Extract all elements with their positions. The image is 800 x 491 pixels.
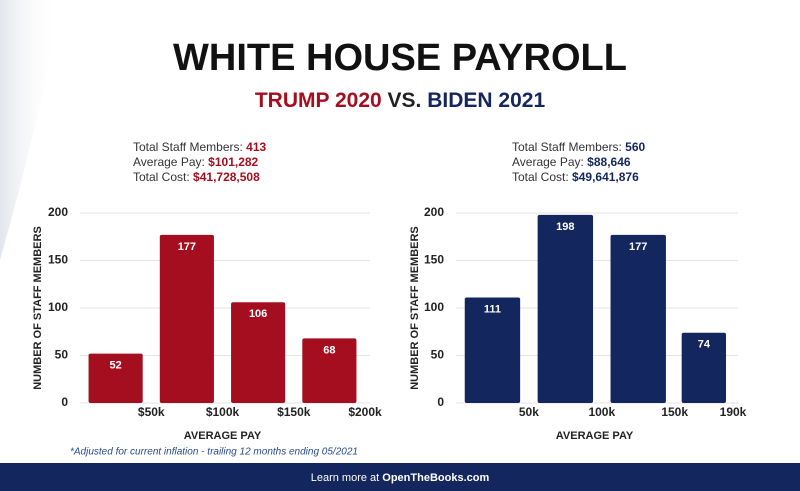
x-tick-label: $100k bbox=[206, 405, 240, 419]
bar bbox=[610, 234, 666, 403]
stat-label: Average Pay: bbox=[133, 155, 205, 169]
bar bbox=[302, 338, 357, 403]
stat-value: $101,282 bbox=[208, 155, 258, 169]
stat-line: Total Staff Members: 413 bbox=[133, 140, 267, 154]
y-tick-label: 0 bbox=[61, 395, 68, 409]
stat-value: 413 bbox=[246, 140, 266, 154]
value-label: 111 bbox=[484, 303, 501, 315]
y-axis-label: NUMBER OF STAFF MEMBERS bbox=[409, 226, 421, 390]
stat-label: Total Cost: bbox=[512, 170, 569, 184]
x-tick-label: $150k bbox=[277, 405, 311, 419]
y-tick-label: 200 bbox=[48, 205, 68, 219]
footer-label: Learn more at bbox=[311, 472, 379, 484]
bar bbox=[681, 332, 727, 403]
footer-text[interactable]: Learn more at OpenTheBooks.com bbox=[311, 472, 490, 484]
bar bbox=[159, 234, 214, 403]
value-label: 68 bbox=[323, 344, 335, 356]
stat-value: 560 bbox=[625, 140, 645, 154]
stat-line: Total Cost: $49,641,876 bbox=[512, 170, 639, 184]
stat-value: $49,641,876 bbox=[572, 170, 639, 184]
footer-bar bbox=[0, 463, 800, 491]
subtitle-mid: VS. bbox=[388, 89, 422, 112]
value-label: 106 bbox=[249, 308, 267, 320]
value-label: 74 bbox=[698, 339, 711, 351]
x-tick-label: 190k bbox=[720, 405, 747, 419]
stat-line: Total Staff Members: 560 bbox=[512, 140, 646, 154]
bar bbox=[464, 297, 521, 403]
y-tick-label: 50 bbox=[55, 348, 69, 362]
y-tick-label: 50 bbox=[431, 348, 445, 362]
value-label: 177 bbox=[178, 241, 196, 253]
stat-label: Total Staff Members: bbox=[133, 140, 243, 154]
x-tick-label: $200k bbox=[348, 405, 382, 419]
x-tick-label: 150k bbox=[661, 405, 688, 419]
y-tick-label: 200 bbox=[424, 205, 444, 219]
y-axis-label: NUMBER OF STAFF MEMBERS bbox=[32, 226, 44, 390]
subtitle: TRUMP 2020 VS. BIDEN 2021 bbox=[255, 89, 546, 112]
x-tick-label: $50k bbox=[138, 405, 165, 419]
bar bbox=[231, 302, 286, 403]
x-tick-label: 50k bbox=[519, 405, 539, 419]
subtitle-right: BIDEN 2021 bbox=[427, 89, 545, 112]
value-label: 198 bbox=[556, 221, 574, 233]
stat-label: Total Cost: bbox=[133, 170, 190, 184]
stat-label: Average Pay: bbox=[512, 155, 584, 169]
x-axis-label: AVERAGE PAY bbox=[184, 430, 262, 442]
y-tick-label: 100 bbox=[424, 300, 444, 314]
stat-value: $41,728,508 bbox=[193, 170, 260, 184]
x-axis-label: AVERAGE PAY bbox=[556, 430, 634, 442]
flag-decoration bbox=[0, 0, 60, 260]
y-tick-label: 150 bbox=[424, 253, 444, 267]
footer-link[interactable]: OpenTheBooks.com bbox=[382, 472, 489, 484]
bar bbox=[88, 353, 143, 403]
x-tick-label: 100k bbox=[588, 405, 615, 419]
stat-line: Average Pay: $101,282 bbox=[133, 155, 259, 169]
y-tick-label: 100 bbox=[48, 300, 68, 314]
value-label: 52 bbox=[110, 360, 122, 372]
stat-label: Total Staff Members: bbox=[512, 140, 622, 154]
stat-line: Average Pay: $88,646 bbox=[512, 155, 631, 169]
stat-value: $88,646 bbox=[587, 155, 631, 169]
bar bbox=[537, 214, 594, 403]
y-tick-label: 150 bbox=[48, 253, 68, 267]
title: WHITE HOUSE PAYROLL bbox=[173, 37, 627, 79]
value-label: 177 bbox=[629, 241, 647, 253]
subtitle-left: TRUMP 2020 bbox=[255, 89, 382, 112]
footnote: *Adjusted for current inflation - traili… bbox=[70, 447, 358, 458]
stat-line: Total Cost: $41,728,508 bbox=[133, 170, 260, 184]
y-tick-label: 0 bbox=[437, 395, 444, 409]
